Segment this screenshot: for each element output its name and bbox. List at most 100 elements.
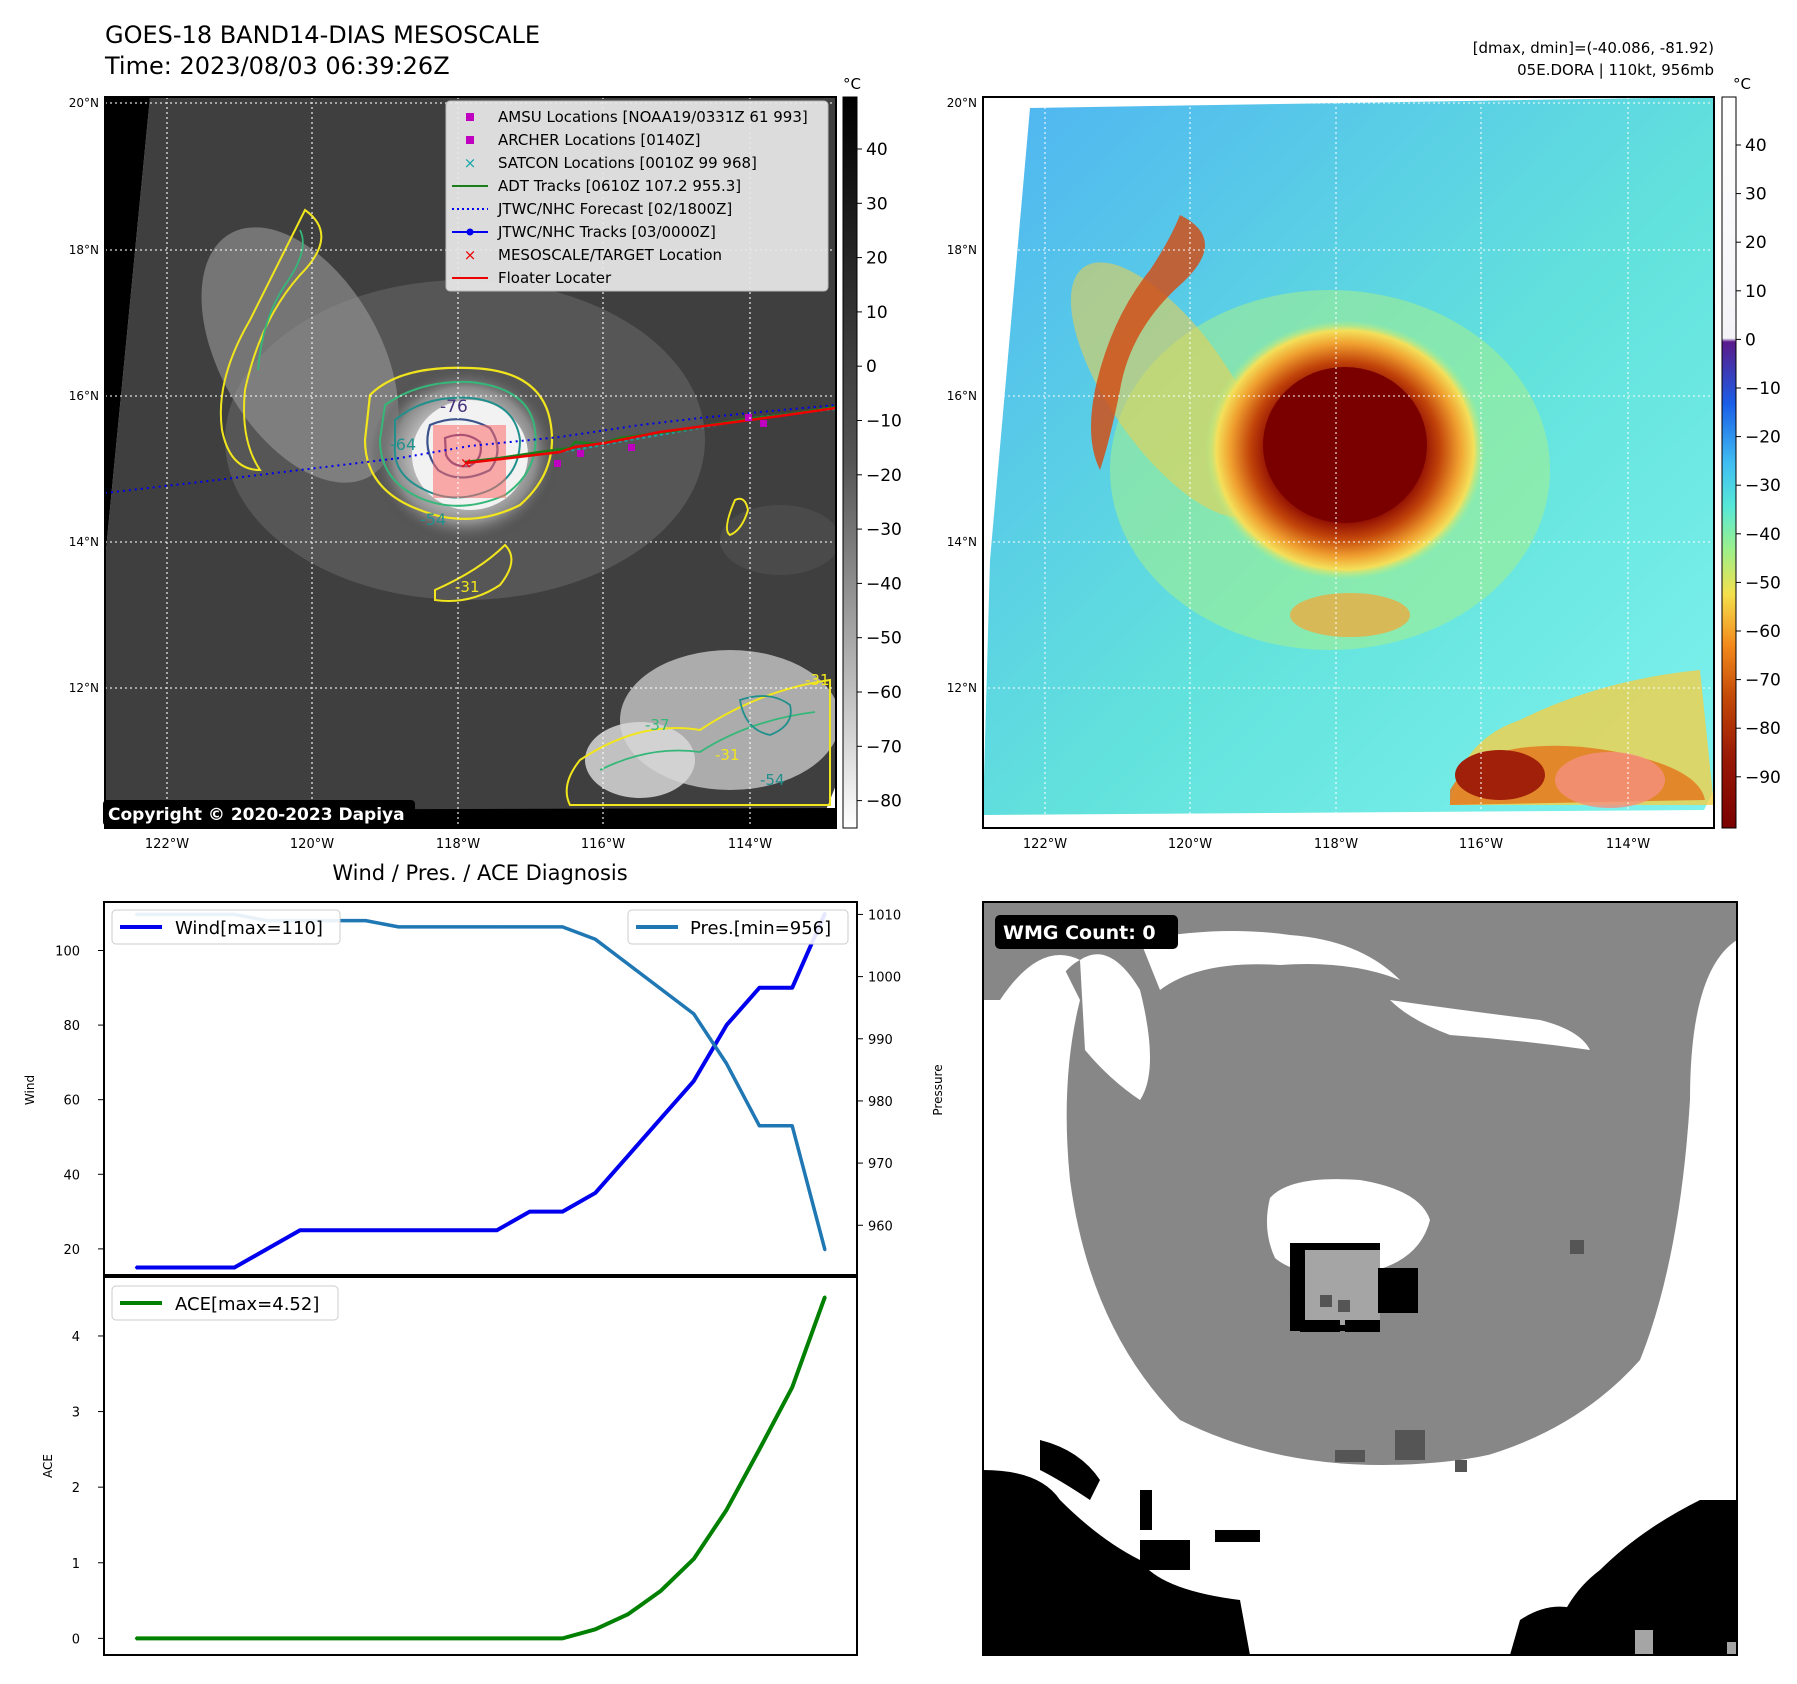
pressure-ytick-label: 980 [868,1095,893,1110]
colorbar-tick-label: 20 [866,249,888,269]
wind-point [298,1229,302,1232]
lat-label: 16°N [69,389,99,403]
lat-label: 16°N [947,389,977,403]
wind-point [134,1266,138,1269]
legend-entry: JTWC/NHC Forecast [02/1800Z] [452,200,732,218]
wind-point [659,1117,663,1120]
forecast-track [105,404,836,494]
ace-point [233,1637,236,1640]
wind-pressure-axes [103,901,858,1276]
colorbar-tick-label: 20 [1745,233,1767,253]
pressure-ytick-label: 970 [868,1157,893,1172]
dmax-dmin-text: [dmax, dmin]=(-40.086, -81.92) [1473,39,1714,57]
legend-label: Floater Locater [498,269,612,287]
colorbar-tick-label: −40 [866,574,902,594]
ace-point [725,1508,728,1512]
contour-label: -54 [420,510,446,529]
pressure-point [626,962,630,966]
archer-marker [554,460,561,467]
legend-marker [466,136,474,144]
ace-point [626,1612,630,1616]
lon-label: 120°W [290,837,334,852]
color-colorbar: °C 40 30 20 10 0 −10 −20 −30 −40 −50 −60 −70 −80 −90 [1721,75,1781,829]
pressure-ytick-label: 960 [868,1219,893,1234]
copyright-text: Copyright © 2020-2023 Dapiya [108,805,405,825]
amsu-marker [577,450,584,457]
pressure-point [495,925,499,929]
legend-marker-dot [466,228,474,236]
ace-ytick-label: 0 [72,1632,80,1647]
lon-label: 118°W [1314,837,1358,852]
lon-label: 122°W [1023,837,1067,852]
ace-point [659,1589,663,1592]
colorbar-tick-label: −60 [1745,622,1781,642]
wind-point [331,1229,335,1232]
ace-point [167,1637,171,1640]
pressure-ytick-label: 1000 [868,971,901,986]
lat-label: 18°N [69,243,99,257]
colorbar-tick-label: −40 [1745,525,1781,545]
ace-point [758,1448,761,1451]
ace-point [495,1637,499,1640]
wind-point [725,1023,728,1027]
wind-point [626,1154,630,1157]
lon-label: 114°W [728,837,772,852]
lat-label: 20°N [69,96,99,110]
wind-axis-label: Wind [23,1075,37,1105]
pressure-point [823,1248,827,1252]
color-map-grid [983,97,1714,828]
colorbar-tick-label: −30 [1745,476,1781,496]
pressure-legend-label: Pres.[min=956] [690,918,831,939]
copyright-box [103,800,415,826]
colorbar-tick-label: 0 [1745,330,1756,350]
legend-label: MESOSCALE/TARGET Location [498,246,722,264]
ace-ytick-label: 3 [72,1406,80,1421]
contour-label: -37 [645,716,670,734]
colorbar-tick-label: −70 [1745,671,1781,691]
gray-colorbar: °C 40 30 20 10 0 −10 −20 −30 −40 −50 −60 −70 −80 [842,75,902,829]
colorbar-tick-label: −50 [866,629,902,649]
legend-entry: ARCHER Locations [0140Z] [466,131,701,149]
pressure-point [659,987,663,991]
pressure-point [790,1124,794,1128]
colorbar-tick-label: −20 [866,466,902,486]
wind-legend-label: Wind[max=110] [175,918,323,939]
wind-point [758,986,761,989]
wind-point [495,1229,499,1232]
pressure-point [692,1012,695,1016]
lat-label: 14°N [69,535,99,549]
pressure-point [364,919,367,922]
legend-label: SATCON Locations [0010Z 99 968] [498,154,757,172]
ace-series-line [136,1295,827,1641]
wind-ytick-label: 40 [63,1168,80,1183]
ace-point [331,1637,335,1640]
ace-point [594,1628,597,1631]
colorbar-tick-label: −30 [866,520,902,540]
legend-label: JTWC/NHC Forecast [02/1800Z] [497,200,732,218]
pressure-point [561,925,564,929]
lat-label: 12°N [69,681,99,695]
lat-label: 18°N [947,243,977,257]
wmg-count-box [995,915,1178,949]
lat-label: 12°N [947,681,977,695]
pressure-axis-label: Pressure [931,1064,945,1115]
ace-axes [103,1276,858,1656]
contour-label: -64 [390,435,416,454]
target-marker: × [460,454,473,472]
ace-point [528,1637,531,1640]
ace-ytick-label: 4 [72,1330,80,1345]
pressure-point [528,925,531,929]
pressure-point [758,1124,761,1128]
wind-point [200,1266,203,1269]
colorbar-tick-label: −80 [1745,719,1781,739]
contour-label: -31 [455,578,480,596]
wind-point [233,1266,236,1269]
pressure-point [397,925,400,929]
wind-ytick-label: 100 [55,944,80,959]
contour-label: -76 [440,397,468,417]
lon-label: 120°W [1168,837,1212,852]
ace-point [298,1637,302,1640]
figure-title: GOES-18 BAND14-DIAS MESOSCALE [105,21,540,49]
legend-label: AMSU Locations [NOAA19/0331Z 61 993] [498,108,808,126]
pressure-point [594,938,597,941]
